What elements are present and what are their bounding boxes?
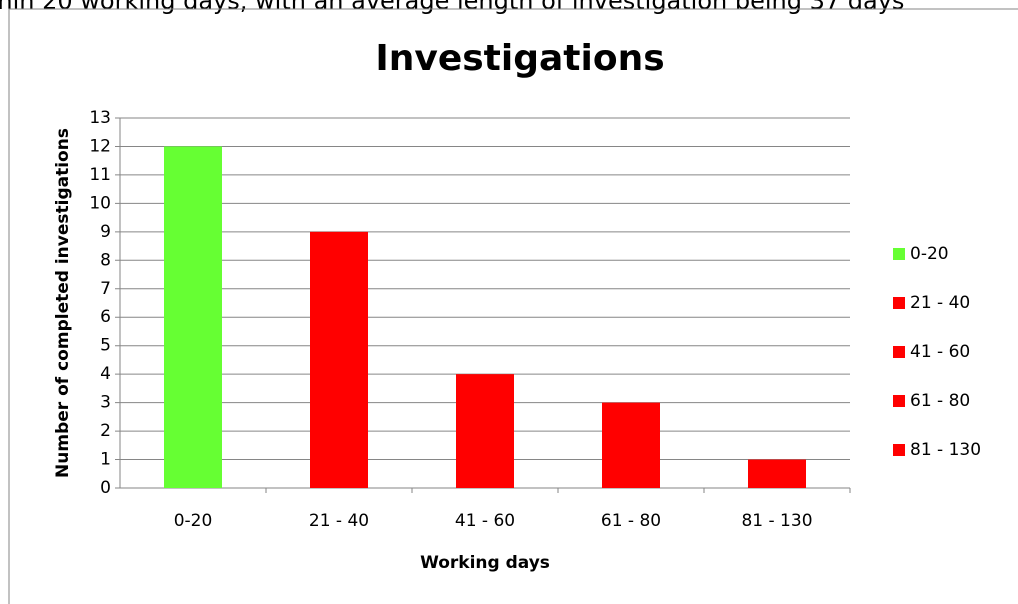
- y-tick-label: 9: [100, 222, 111, 242]
- y-tick-label: 11: [89, 165, 111, 185]
- legend-swatch: [893, 444, 905, 456]
- x-tick-label: 21 - 40: [309, 511, 369, 531]
- bar: [310, 231, 368, 488]
- bar: [602, 402, 660, 488]
- legend-label: 0-20: [910, 244, 949, 264]
- y-tick-label: 7: [100, 279, 111, 299]
- bar: [456, 374, 514, 488]
- legend-swatch: [893, 346, 905, 358]
- y-tick-label: 0: [100, 478, 111, 498]
- bar: [164, 146, 222, 488]
- chart-title: Investigations: [375, 38, 664, 79]
- y-tick-label: 3: [100, 393, 111, 413]
- y-tick-label: 13: [89, 108, 111, 128]
- legend-label: 61 - 80: [910, 391, 970, 411]
- chart-frame: [8, 8, 1018, 604]
- x-tick-label: 41 - 60: [455, 511, 515, 531]
- y-tick-label: 5: [100, 336, 111, 356]
- x-tick-label: 61 - 80: [601, 511, 661, 531]
- legend-swatch: [893, 248, 905, 260]
- caption: thin 20 working days, with an average le…: [0, 0, 904, 15]
- y-axis-label: Number of completed investigations: [53, 128, 73, 478]
- legend-label: 41 - 60: [910, 342, 970, 362]
- y-tick-label: 1: [100, 450, 111, 470]
- x-axis-label: Working days: [420, 553, 550, 573]
- y-tick-label: 6: [100, 307, 111, 327]
- y-tick-label: 4: [100, 364, 111, 384]
- legend-swatch: [893, 395, 905, 407]
- x-tick-label: 81 - 130: [741, 511, 812, 531]
- y-tick-label: 2: [100, 421, 111, 441]
- legend-label: 81 - 130: [910, 440, 981, 460]
- legend-swatch: [893, 297, 905, 309]
- bar: [748, 459, 806, 488]
- y-tick-label: 12: [89, 136, 111, 156]
- legend-label: 21 - 40: [910, 293, 970, 313]
- x-tick-label: 0-20: [174, 511, 213, 531]
- y-tick-label: 10: [89, 193, 111, 213]
- y-tick-label: 8: [100, 250, 111, 270]
